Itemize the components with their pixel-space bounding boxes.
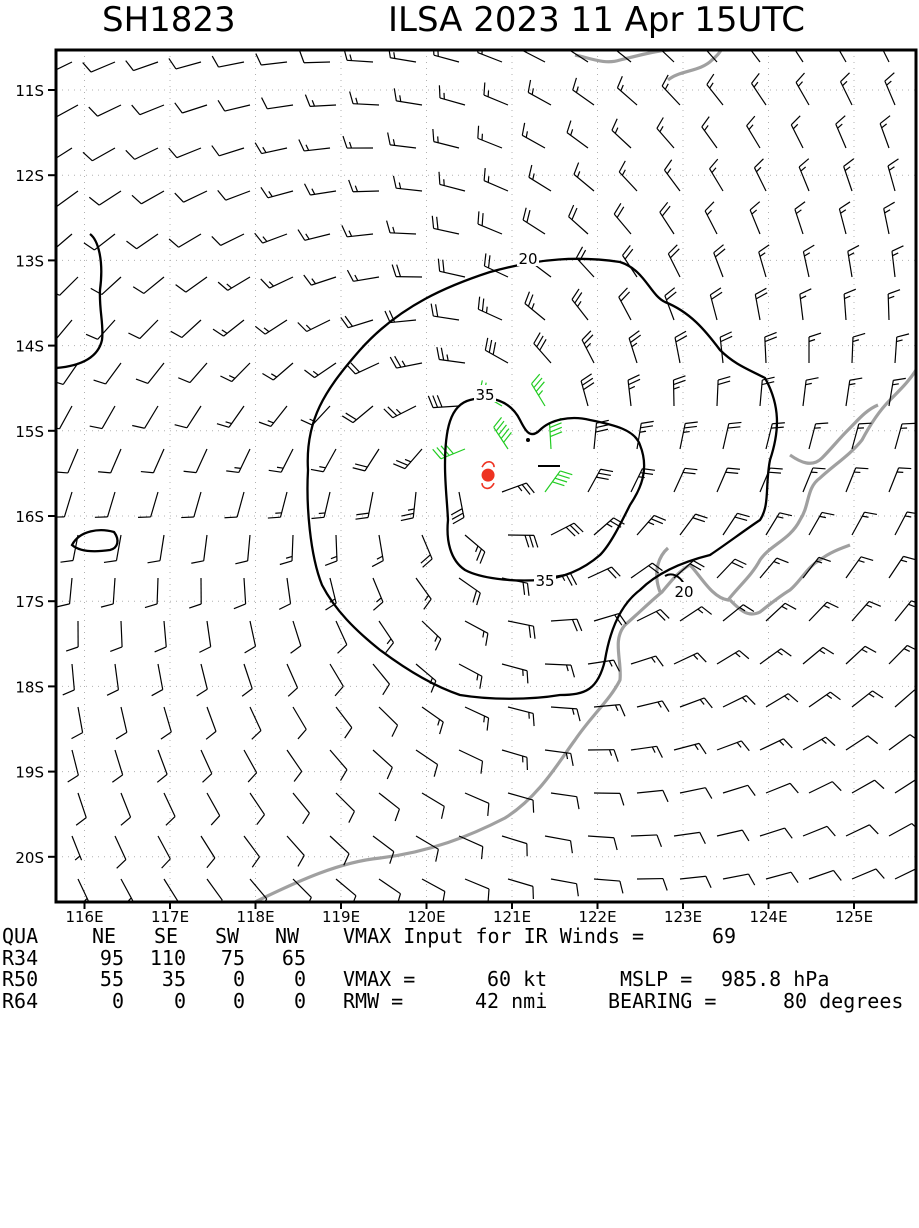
lon-tick-label: 123E (664, 908, 702, 926)
contour-label: 20 (518, 250, 537, 268)
header-qua: QUA (2, 926, 38, 948)
lat-tick-label: 20S (15, 849, 44, 867)
contour-dot (526, 438, 530, 442)
latitude-ticks: 11S 12S 13S 14S 15S 16S 17S 18S 19S 20S (15, 82, 56, 867)
table-row: R50 55 35 0 0 VMAX = 60 kt MSLP = 985.8 … (0, 969, 919, 991)
cell-sw: 0 (200, 969, 245, 991)
lat-tick-label: 15S (15, 423, 44, 441)
row-label: R34 (2, 948, 38, 970)
mslp-label: MSLP = (620, 969, 692, 991)
row-label: R64 (2, 991, 38, 1013)
cell-se: 0 (130, 991, 186, 1013)
cell-ne: 0 (82, 991, 124, 1013)
lat-tick-label: 17S (15, 593, 44, 611)
lon-tick-label: 118E (236, 908, 274, 926)
cell-nw: 0 (260, 991, 306, 1013)
cell-se: 110 (130, 948, 186, 970)
cell-nw: 0 (260, 969, 306, 991)
cell-se: 35 (130, 969, 186, 991)
header-sw: SW (215, 926, 239, 948)
rmw-label: RMW = (343, 991, 403, 1013)
lat-tick-label: 19S (15, 764, 44, 782)
contour-label: 35 (475, 386, 494, 404)
lat-tick-label: 16S (15, 508, 44, 526)
header-nw: NW (275, 926, 299, 948)
cell-sw: 0 (200, 991, 245, 1013)
bearing-value: 80 degrees (783, 991, 903, 1013)
cell-sw: 75 (200, 948, 245, 970)
cell-nw: 65 (260, 948, 306, 970)
cell-ne: 95 (82, 948, 124, 970)
vmax-input-value: 69 (712, 926, 736, 948)
lon-tick-label: 124E (749, 908, 787, 926)
lat-tick-label: 13S (15, 252, 44, 270)
storm-center-dot (482, 469, 495, 482)
rmw-value: 42 nmi (475, 991, 547, 1013)
lat-tick-label: 14S (15, 338, 44, 356)
table-row: R64 0 0 0 0 RMW = 42 nmi BEARING = 80 de… (0, 991, 919, 1013)
contour-label: 20 (674, 583, 693, 601)
vmax-value: 60 kt (487, 969, 547, 991)
header-se: SE (154, 926, 178, 948)
table-header-row: QUA NE SE SW NW VMAX Input for IR Winds … (0, 926, 919, 948)
cell-ne: 55 (82, 969, 124, 991)
row-label: R50 (2, 969, 38, 991)
vmax-label: VMAX = (343, 969, 415, 991)
vmax-input-label: VMAX Input for IR Winds = (343, 926, 644, 948)
lat-tick-label: 11S (15, 82, 44, 100)
contour-label: 35 (535, 572, 554, 590)
lon-tick-label: 125E (835, 908, 873, 926)
bearing-label: BEARING = (608, 991, 716, 1013)
header-ne: NE (92, 926, 116, 948)
storm-stats-panel: QUA NE SE SW NW VMAX Input for IR Winds … (0, 926, 919, 1014)
lat-tick-label: 18S (15, 678, 44, 696)
lat-tick-label: 12S (15, 167, 44, 185)
mslp-value: 985.8 hPa (721, 969, 829, 991)
